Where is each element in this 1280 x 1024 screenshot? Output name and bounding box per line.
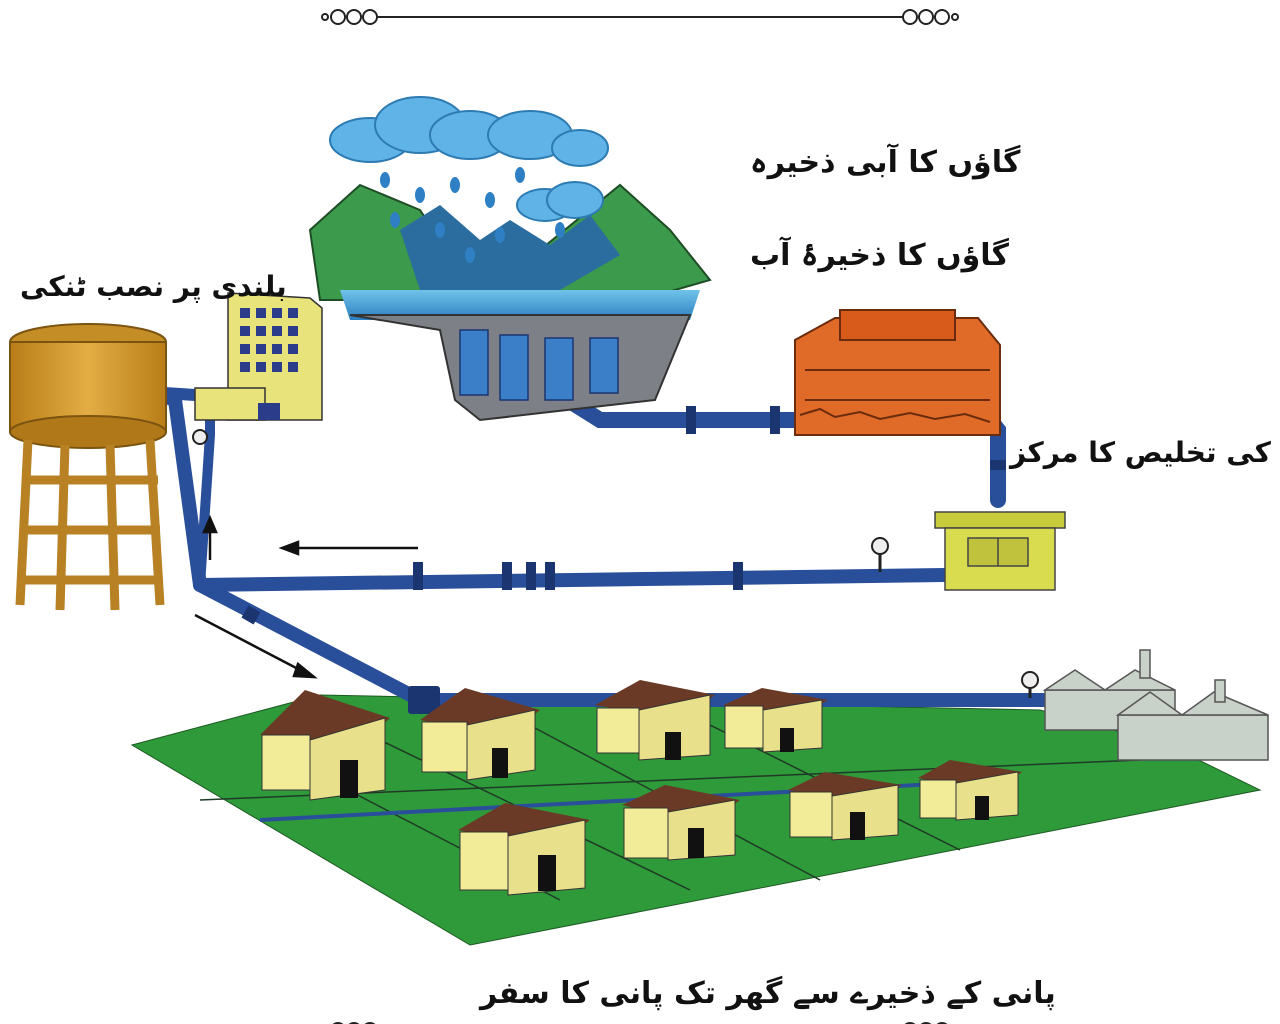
label-treatment-center: پانی کی تخلیص کا مرکز <box>1010 436 1280 469</box>
house <box>260 690 390 801</box>
house <box>595 680 715 761</box>
pump-house <box>934 511 1066 591</box>
label-village-water-reserve-alt: گاؤں کا ذخیرۂ آب <box>750 238 1009 273</box>
house <box>723 688 828 753</box>
label-elevated-tank: بلندی پر نصب ٹنکی <box>20 270 287 303</box>
rain-drop-icon-group <box>380 167 565 263</box>
label-village-water-reserve: گاؤں کا آبی ذخیرہ <box>750 145 1021 180</box>
house <box>788 772 902 841</box>
house <box>622 785 740 861</box>
cloud-icon-group <box>329 96 609 222</box>
house <box>420 688 540 781</box>
factories <box>1042 649 1269 761</box>
treatment-building <box>794 309 1001 436</box>
elevated-water-tank <box>9 323 167 611</box>
house <box>918 760 1022 821</box>
houses <box>260 680 1022 896</box>
mountain-reservoir <box>308 183 712 422</box>
pipe-joints <box>241 406 1006 714</box>
diagram-caption: پانی کے ذخیرے سے گھر تک پانی کا سفر <box>480 976 1056 1011</box>
apartment-building <box>194 292 323 421</box>
flow-arrow-icon-group <box>194 514 418 679</box>
ornament-divider-top <box>321 9 959 25</box>
house <box>458 803 590 896</box>
ornament-divider-bottom <box>332 1022 948 1024</box>
meter-icon-group <box>192 429 1039 698</box>
